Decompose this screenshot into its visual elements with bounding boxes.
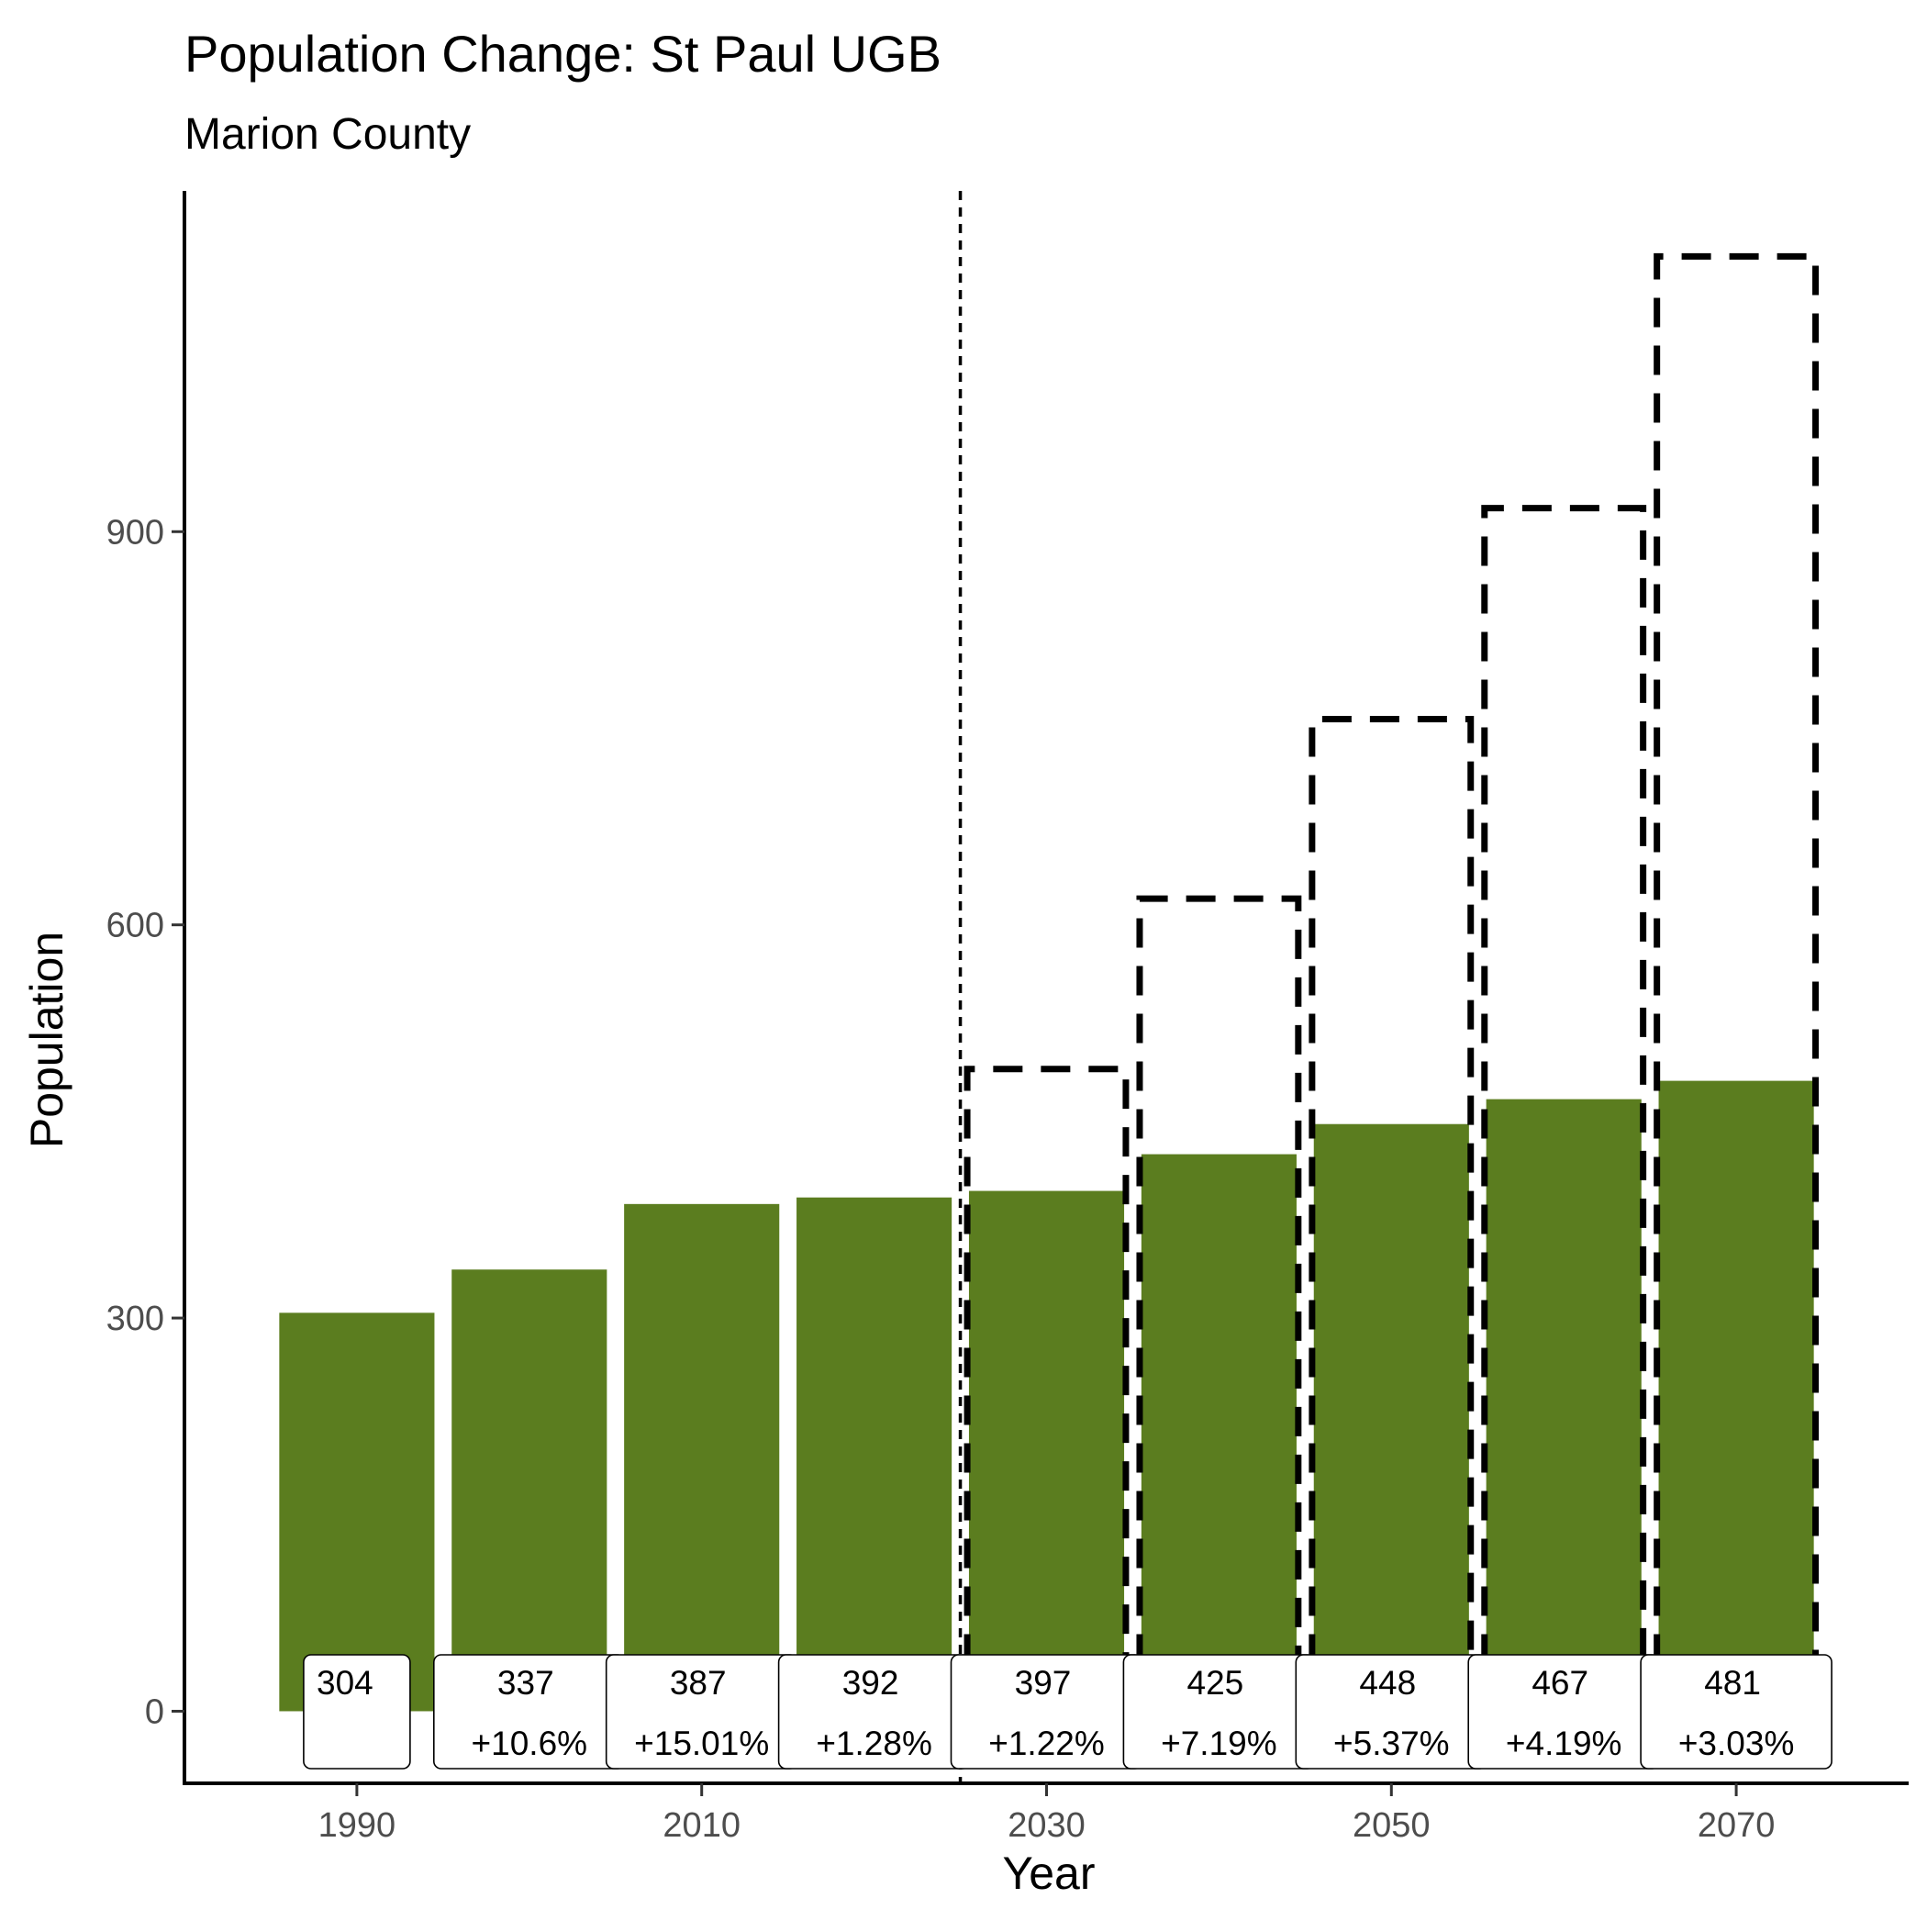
data-label-2050: 448 +5.37% [1295, 1654, 1488, 1770]
bar-1990 [279, 1312, 435, 1712]
y-tick-label: 600 [106, 907, 164, 945]
y-tick-label: 0 [145, 1692, 164, 1731]
chart-title: Population Change: St Paul UGB [184, 25, 941, 83]
change-label: +10.6% [472, 1725, 588, 1762]
value-label: 304 [317, 1664, 373, 1702]
x-tick-label: 2010 [663, 1806, 741, 1845]
label-box [303, 1654, 411, 1770]
bar-2050 [1313, 1123, 1469, 1712]
bar-2020 [796, 1197, 952, 1712]
projection-outline-2030 [964, 1066, 1130, 1712]
x-tick-label: 2030 [1008, 1806, 1086, 1845]
x-tick-label: 2070 [1698, 1806, 1776, 1845]
value-label: 392 [842, 1664, 899, 1702]
data-label-2040: 425 +7.19% [1122, 1654, 1316, 1770]
data-label-2070: 481 +3.03% [1640, 1654, 1832, 1770]
value-label: 448 [1359, 1664, 1416, 1702]
x-tick-label: 1990 [318, 1806, 396, 1845]
x-axis-title: Year [1002, 1848, 1095, 1899]
data-label-2030: 397 +1.22% [950, 1654, 1143, 1770]
bar-2060 [1486, 1099, 1642, 1712]
projection-outline-2040 [1136, 895, 1302, 1712]
x-tick-label: 2050 [1353, 1806, 1431, 1845]
data-label-2060: 467 +4.19% [1467, 1654, 1660, 1770]
bar-2010 [624, 1203, 780, 1712]
bar-2030 [968, 1190, 1125, 1712]
value-label: 481 [1704, 1664, 1761, 1702]
value-label: 467 [1532, 1664, 1588, 1702]
change-label: +4.19% [1506, 1725, 1622, 1762]
change-label: +1.22% [988, 1725, 1105, 1762]
projection-outline-2050 [1309, 715, 1475, 1712]
change-label: +15.01% [634, 1725, 769, 1762]
bar-2070 [1658, 1080, 1814, 1712]
bar-2040 [1141, 1154, 1297, 1712]
y-tick-label: 900 [106, 513, 164, 552]
change-label: +7.19% [1161, 1725, 1277, 1762]
projection-outline-2070 [1654, 252, 1820, 1712]
value-label: 337 [497, 1664, 554, 1702]
projection-outline-2060 [1481, 505, 1647, 1712]
change-label: +3.03% [1678, 1725, 1795, 1762]
change-label: +1.28% [816, 1725, 932, 1762]
change-label: +5.37% [1333, 1725, 1450, 1762]
value-label: 397 [1015, 1664, 1072, 1702]
value-label: 425 [1187, 1664, 1244, 1702]
data-label-2000: 337 +10.6% [432, 1654, 626, 1770]
y-axis-title: Population [21, 932, 72, 1148]
data-label-1990: 304 [303, 1654, 411, 1770]
bar-2000 [451, 1269, 607, 1712]
data-label-2020: 392 +1.28% [777, 1654, 971, 1770]
data-label-2010: 387 +15.01% [605, 1654, 798, 1770]
y-tick-label: 300 [106, 1300, 164, 1338]
label-box [1640, 1654, 1832, 1770]
value-label: 387 [670, 1664, 727, 1702]
plot-area: 304 337 +10.6% 387 +15.01% 392 +1.28% 397 +1.22%… [106, 191, 1909, 1845]
chart-subtitle: Marion County [184, 110, 471, 159]
